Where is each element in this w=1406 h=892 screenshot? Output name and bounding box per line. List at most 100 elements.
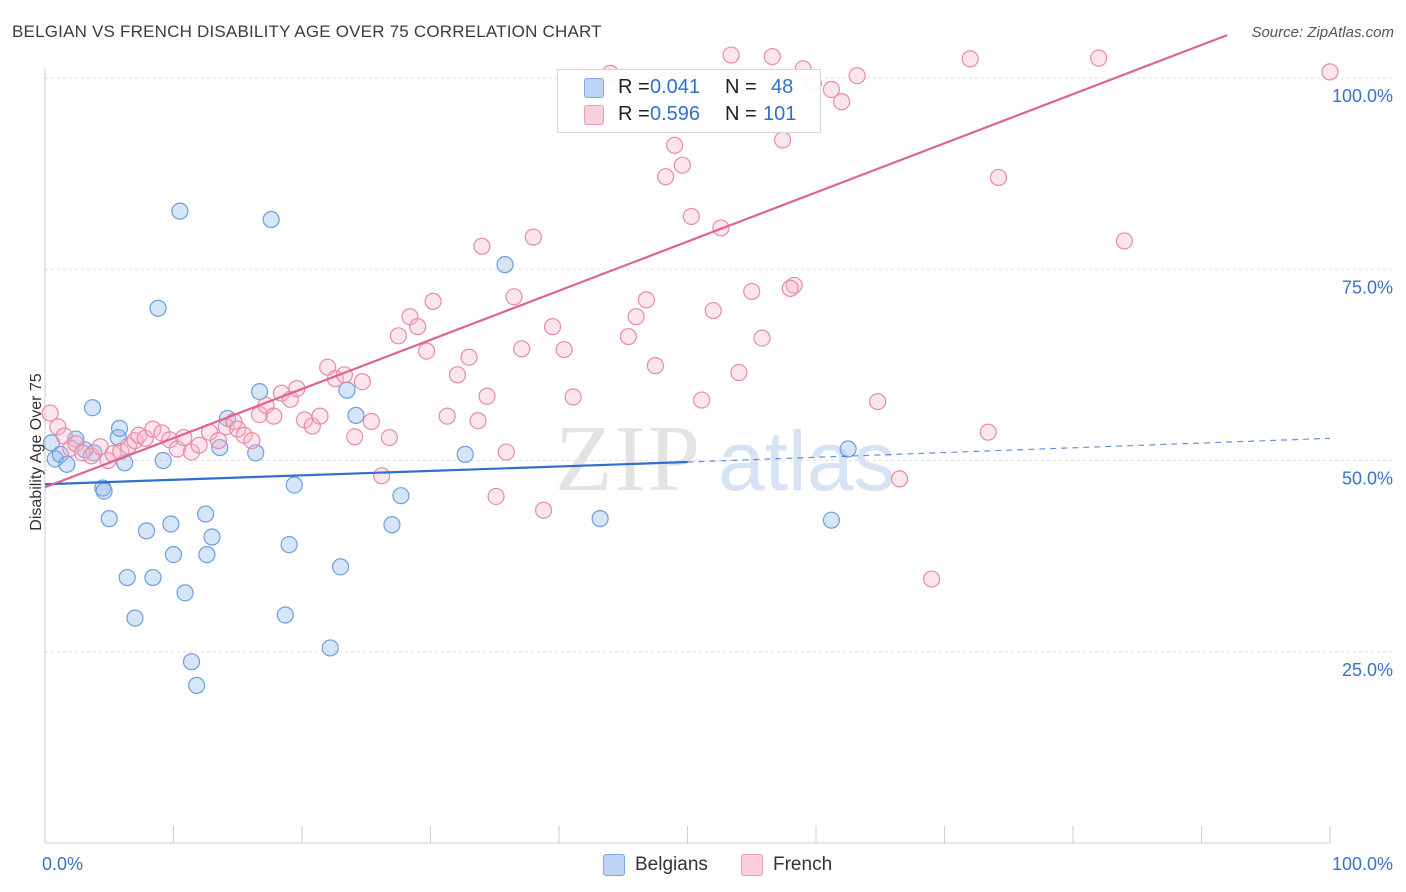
point-french <box>362 412 380 431</box>
point-french <box>564 388 582 406</box>
point-french <box>1090 49 1108 67</box>
point-belgians <box>182 653 201 671</box>
point-belgians <box>197 505 215 523</box>
point-belgians <box>347 406 365 424</box>
watermark-atlas: atlas <box>718 414 895 508</box>
n-value: 48 <box>771 76 794 98</box>
point-french <box>743 282 761 301</box>
point-french <box>373 467 391 485</box>
legend: Belgians French <box>0 853 1406 877</box>
grid-lines <box>45 77 1395 653</box>
point-belgians <box>839 440 857 458</box>
point-french <box>682 207 700 226</box>
point-french <box>822 80 841 99</box>
x-tick-label: 0.0% <box>42 854 83 874</box>
point-french <box>869 392 887 411</box>
y-tick-label: 25.0% <box>1342 660 1393 680</box>
point-french <box>424 292 442 310</box>
n-label: N = <box>725 76 757 98</box>
legend-label: Belgians <box>635 854 708 875</box>
point-french <box>979 423 997 441</box>
r-value: 0.041 <box>650 76 701 98</box>
point-french <box>524 228 542 246</box>
data-points <box>41 46 1339 695</box>
point-belgians <box>100 510 118 528</box>
point-french <box>673 156 691 174</box>
point-belgians <box>144 568 162 587</box>
point-french <box>190 436 208 454</box>
point-french <box>469 412 487 430</box>
point-french <box>82 447 100 465</box>
point-belgians <box>198 545 216 564</box>
point-french <box>1321 63 1339 81</box>
point-belgians <box>262 210 280 229</box>
point-french <box>229 420 247 438</box>
point-french <box>704 301 722 320</box>
point-belgians <box>383 516 401 534</box>
point-belgians <box>591 510 609 528</box>
point-belgians <box>496 256 514 274</box>
watermark: ZIP atlas <box>555 407 895 511</box>
legend-label: French <box>773 854 833 875</box>
point-belgians <box>822 511 841 529</box>
point-belgians <box>171 202 189 220</box>
point-french <box>627 308 645 326</box>
point-french <box>41 404 59 422</box>
point-french <box>637 291 655 309</box>
point-belgians <box>392 487 410 505</box>
point-french <box>619 327 637 346</box>
point-belgians <box>58 455 76 473</box>
point-french <box>848 67 866 85</box>
point-french <box>513 340 531 358</box>
point-french <box>646 357 664 375</box>
point-french <box>209 432 228 450</box>
point-belgians <box>280 536 298 554</box>
trend-lines <box>44 34 1331 489</box>
point-french <box>311 407 329 425</box>
point-belgians <box>250 383 269 401</box>
point-belgians <box>149 299 167 317</box>
point-belgians <box>164 545 183 564</box>
r-value: 0.596 <box>650 103 701 125</box>
point-french <box>487 487 505 506</box>
point-french <box>505 288 523 306</box>
point-french <box>666 136 684 154</box>
y-tick-label: 50.0% <box>1342 469 1393 489</box>
point-french <box>49 418 67 436</box>
point-french <box>380 428 398 447</box>
point-french <box>144 420 162 438</box>
trend-line-belgians <box>44 460 688 486</box>
n-label: N = <box>725 103 757 125</box>
r-label: R = <box>618 103 650 125</box>
chart-title: BELGIAN VS FRENCH DISABILITY AGE OVER 75… <box>12 22 602 41</box>
point-belgians <box>331 558 350 576</box>
point-belgians <box>83 399 102 417</box>
point-belgians <box>276 606 294 624</box>
point-french <box>730 363 748 382</box>
trend-line-extension-belgians <box>687 437 1331 463</box>
point-french <box>438 407 456 425</box>
point-belgians <box>456 445 474 463</box>
point-french <box>989 168 1008 187</box>
point-french <box>243 432 261 450</box>
point-french <box>497 443 515 461</box>
n-value: 101 <box>763 103 797 125</box>
point-french <box>473 237 491 255</box>
y-tick-label: 100.0% <box>1332 86 1393 106</box>
point-french <box>657 168 675 186</box>
point-french <box>890 470 909 488</box>
point-french <box>693 391 711 409</box>
y-tick-label: 75.0% <box>1342 277 1393 297</box>
point-belgians <box>110 419 129 437</box>
tick-labels: 25.0% 50.0% 75.0% 100.0% 0.0% 100.0% <box>42 86 1393 874</box>
r-label: R = <box>618 76 650 98</box>
point-french <box>67 435 85 453</box>
source-label: Source: ZipAtlas.com <box>1251 24 1394 41</box>
point-french <box>73 444 91 462</box>
point-belgians <box>126 609 144 627</box>
axes <box>44 68 1331 844</box>
point-french <box>250 406 269 424</box>
point-belgians <box>162 515 180 533</box>
point-belgians <box>176 584 194 602</box>
